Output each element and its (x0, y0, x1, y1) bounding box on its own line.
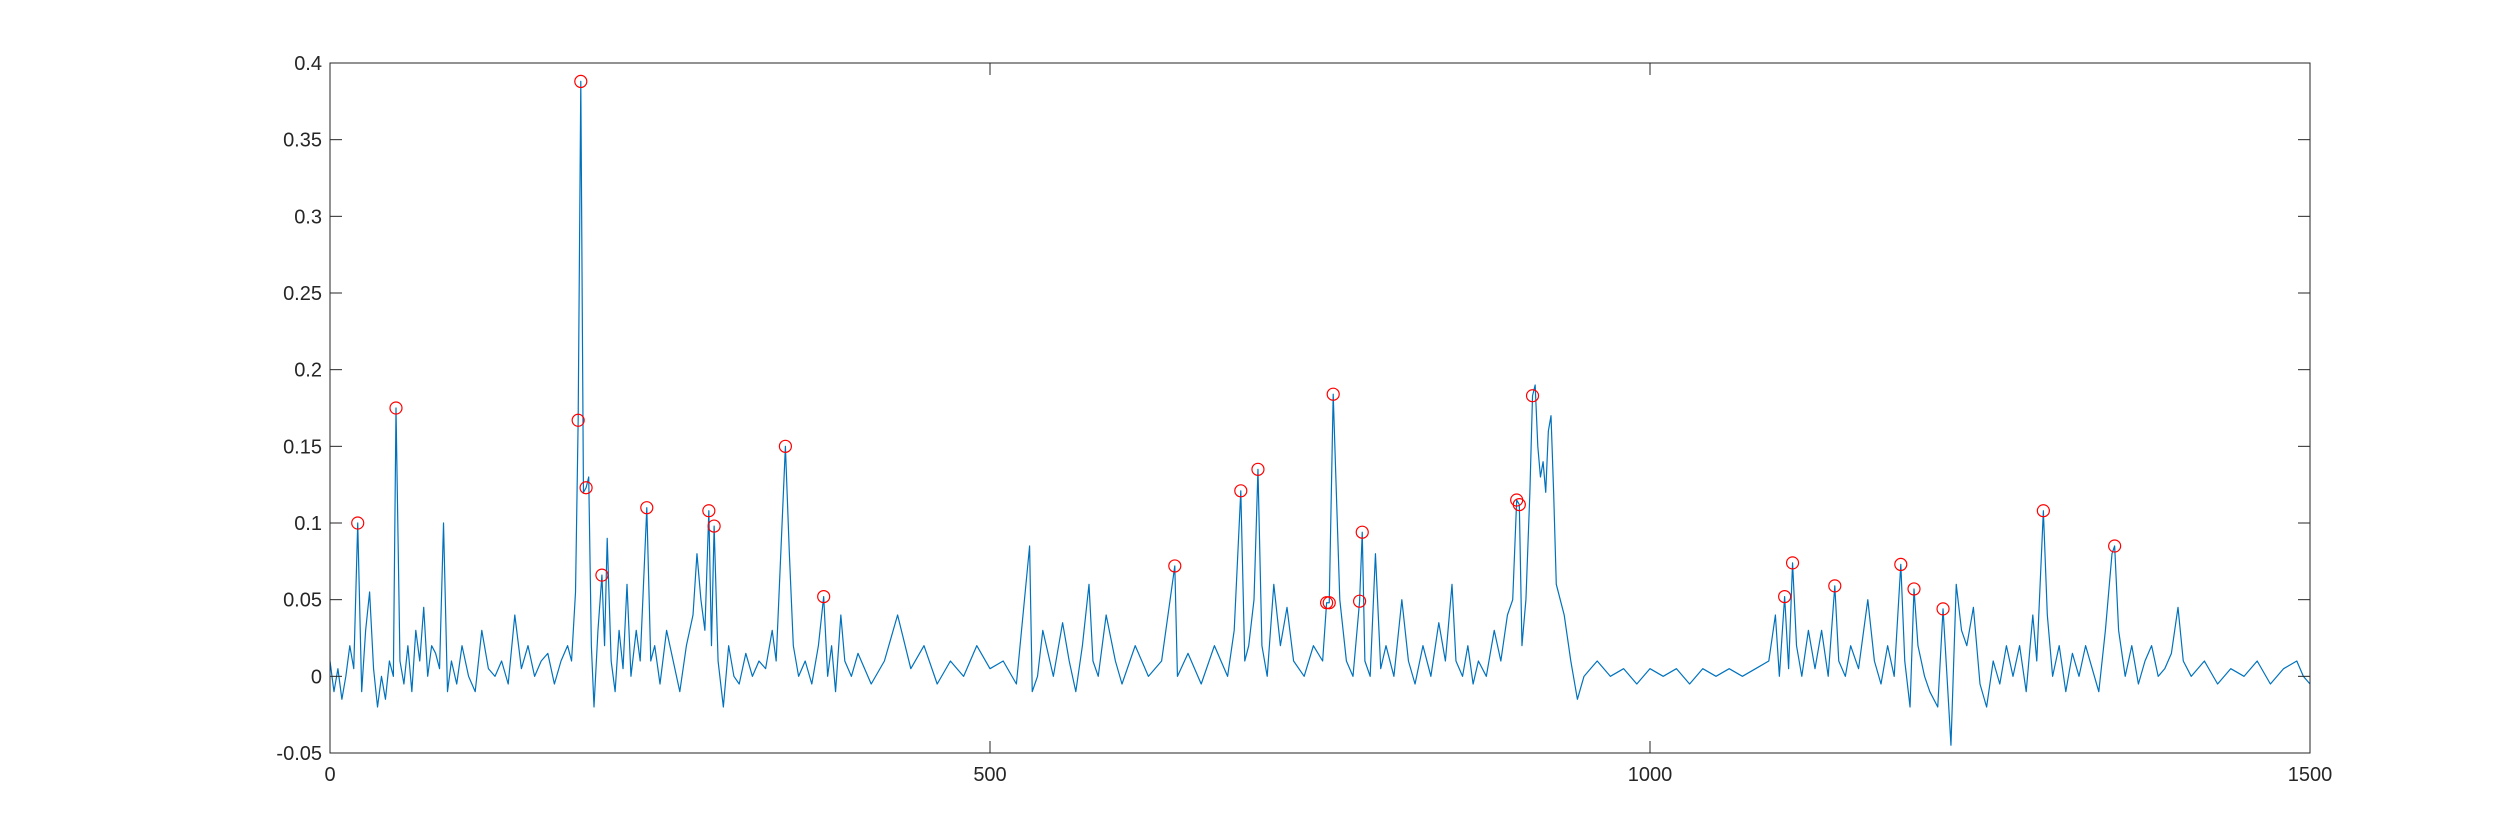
peak-marker (1512, 498, 1526, 512)
series-line-signal (330, 80, 2310, 746)
y-tick-label: 0.15 (283, 436, 322, 458)
peak-marker (778, 439, 793, 453)
plot-frame (329, 62, 2311, 754)
y-tick-label: 0.2 (294, 360, 322, 382)
x-axis-tick-labels: 0 500 1000 1500 (324, 764, 2332, 786)
y-tick-label: 0.05 (283, 590, 322, 612)
peak-marker (817, 589, 831, 604)
y-tick-label: 0.35 (283, 130, 322, 152)
peak-marker (1251, 462, 1265, 476)
y-tick-label: -0.05 (276, 743, 322, 765)
peak-marker (702, 504, 716, 518)
peak-marker (1352, 594, 1367, 608)
y-tick-label: 0.3 (294, 206, 322, 228)
x-tick-label: 1000 (1628, 764, 1673, 786)
x-tick-label: 0 (324, 764, 335, 786)
peak-marker (1234, 484, 1248, 498)
peak-marker (2108, 539, 2122, 553)
peak-marker (1322, 596, 1336, 610)
series-layer (330, 80, 2310, 746)
peak-marker (1326, 387, 1340, 401)
peak-marker (1525, 389, 1540, 403)
peak-marker (571, 413, 585, 427)
peak-marker (1907, 582, 1921, 596)
peak-marker (1785, 556, 1800, 570)
y-axis-tick-labels: -0.05 0 0.05 0.1 0.15 0.2 0.25 0.3 0.35 0.4 (276, 53, 322, 765)
peak-marker (707, 519, 721, 533)
peak-marker (574, 74, 588, 89)
peak-marker (389, 401, 403, 415)
plot-area (330, 63, 2310, 753)
y-tick-label: 0.4 (294, 53, 322, 75)
peak-marker (1894, 557, 1908, 572)
peak-marker (595, 568, 609, 582)
peak-marker (1168, 559, 1182, 573)
x-tick-label: 500 (973, 764, 1006, 786)
peak-marker (351, 516, 365, 530)
peak-marker (1355, 525, 1369, 539)
peak-marker (1778, 589, 1792, 604)
peak-marker (1828, 579, 1842, 593)
y-tick-label: 0 (311, 666, 322, 688)
x-tick-label: 1500 (2288, 764, 2333, 786)
axis-ticks (329, 62, 2311, 754)
peak-marker (579, 481, 593, 495)
peak-marker (2036, 504, 2050, 518)
peak-marker (1936, 602, 1950, 616)
y-tick-label: 0.25 (283, 283, 322, 305)
peak-markers (351, 74, 2122, 616)
peak-marker (640, 501, 654, 515)
y-tick-label: 0.1 (294, 513, 322, 535)
